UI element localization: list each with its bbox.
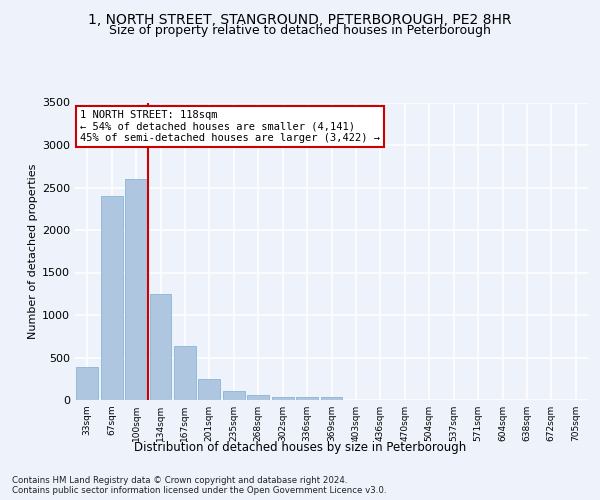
Y-axis label: Number of detached properties: Number of detached properties xyxy=(28,164,38,339)
Text: Contains public sector information licensed under the Open Government Licence v3: Contains public sector information licen… xyxy=(12,486,386,495)
Bar xyxy=(149,294,172,400)
Bar xyxy=(199,379,220,400)
Bar xyxy=(76,367,98,400)
Bar xyxy=(125,179,147,400)
Bar xyxy=(272,396,293,400)
Text: Size of property relative to detached houses in Peterborough: Size of property relative to detached ho… xyxy=(109,24,491,37)
Bar xyxy=(296,398,318,400)
Bar xyxy=(174,346,196,400)
Text: 1 NORTH STREET: 118sqm
← 54% of detached houses are smaller (4,141)
45% of semi-: 1 NORTH STREET: 118sqm ← 54% of detached… xyxy=(80,110,380,143)
Bar xyxy=(247,396,269,400)
Bar xyxy=(223,391,245,400)
Text: Distribution of detached houses by size in Peterborough: Distribution of detached houses by size … xyxy=(134,441,466,454)
Bar xyxy=(101,196,122,400)
Bar xyxy=(320,397,343,400)
Text: 1, NORTH STREET, STANGROUND, PETERBOROUGH, PE2 8HR: 1, NORTH STREET, STANGROUND, PETERBOROUG… xyxy=(88,12,512,26)
Text: Contains HM Land Registry data © Crown copyright and database right 2024.: Contains HM Land Registry data © Crown c… xyxy=(12,476,347,485)
